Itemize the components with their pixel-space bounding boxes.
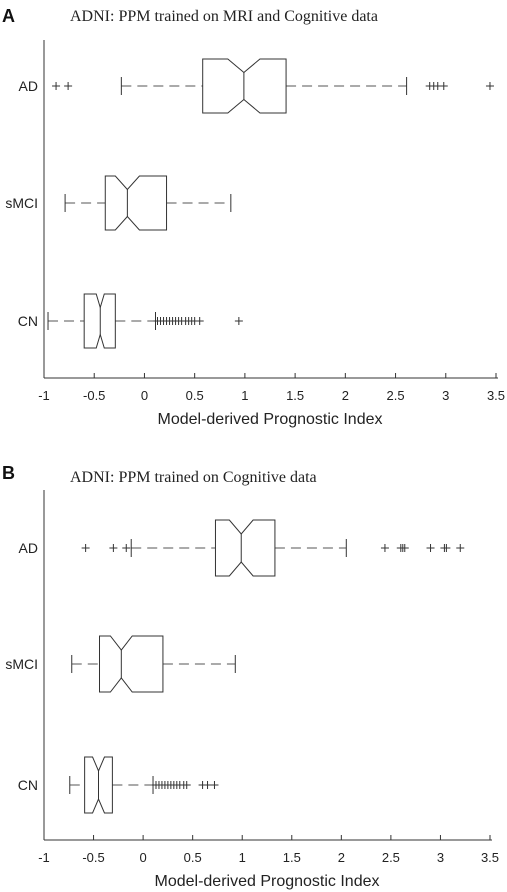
x-tick-label: 1 [241,388,248,403]
category-label: AD [19,540,38,556]
outlier-marker [109,544,118,552]
panel-letter: A [2,6,15,26]
box-body [214,519,276,577]
category-label: CN [18,777,38,793]
outlier-marker [456,544,465,552]
chart-title: ADNI: PPM trained on Cognitive data [70,469,317,486]
box-body [99,635,164,693]
x-tick-label: 1.5 [286,388,304,403]
category-label: sMCI [5,195,38,211]
x-axis-label: Model-derived Prognostic Index [157,411,382,428]
outlier-marker [182,781,191,789]
category-label: CN [18,313,38,329]
outlier-marker [234,317,243,325]
x-tick-label: 3.5 [487,388,505,403]
x-tick-label: -1 [38,388,50,403]
x-tick-label: 0.5 [186,388,204,403]
outlier-marker [485,82,494,90]
x-tick-label: 2.5 [387,388,405,403]
x-tick-label: 2 [338,850,345,865]
x-tick-label: 0.5 [184,850,202,865]
outlier-marker [52,82,61,90]
category-label: sMCI [5,656,38,672]
outlier-marker [122,544,131,552]
box-body [104,175,168,231]
outlier-marker [400,544,409,552]
outlier-marker [64,82,73,90]
x-tick-label: -1 [38,850,50,865]
box-body [83,293,116,349]
category-label: AD [19,78,38,94]
x-tick-label: 3 [442,388,449,403]
outlier-marker [81,544,90,552]
outlier-marker [426,544,435,552]
x-tick-label: 3.5 [481,850,499,865]
outlier-marker [439,82,448,90]
x-tick-label: 0 [141,388,148,403]
outlier-marker [203,781,212,789]
x-tick-label: 1.5 [283,850,301,865]
x-tick-label: 0 [139,850,146,865]
x-tick-label: 2.5 [382,850,400,865]
panel-letter: B [2,463,15,483]
outlier-marker [210,781,219,789]
x-tick-label: -0.5 [82,850,104,865]
chart-title: ADNI: PPM trained on MRI and Cognitive d… [70,8,378,25]
outlier-marker [195,317,204,325]
outlier-marker [380,544,389,552]
box-body [202,58,287,114]
outlier-marker [442,544,451,552]
x-tick-label: -0.5 [83,388,105,403]
x-tick-label: 1 [239,850,246,865]
x-tick-label: 3 [437,850,444,865]
x-axis-label: Model-derived Prognostic Index [154,873,379,890]
x-tick-label: 2 [342,388,349,403]
